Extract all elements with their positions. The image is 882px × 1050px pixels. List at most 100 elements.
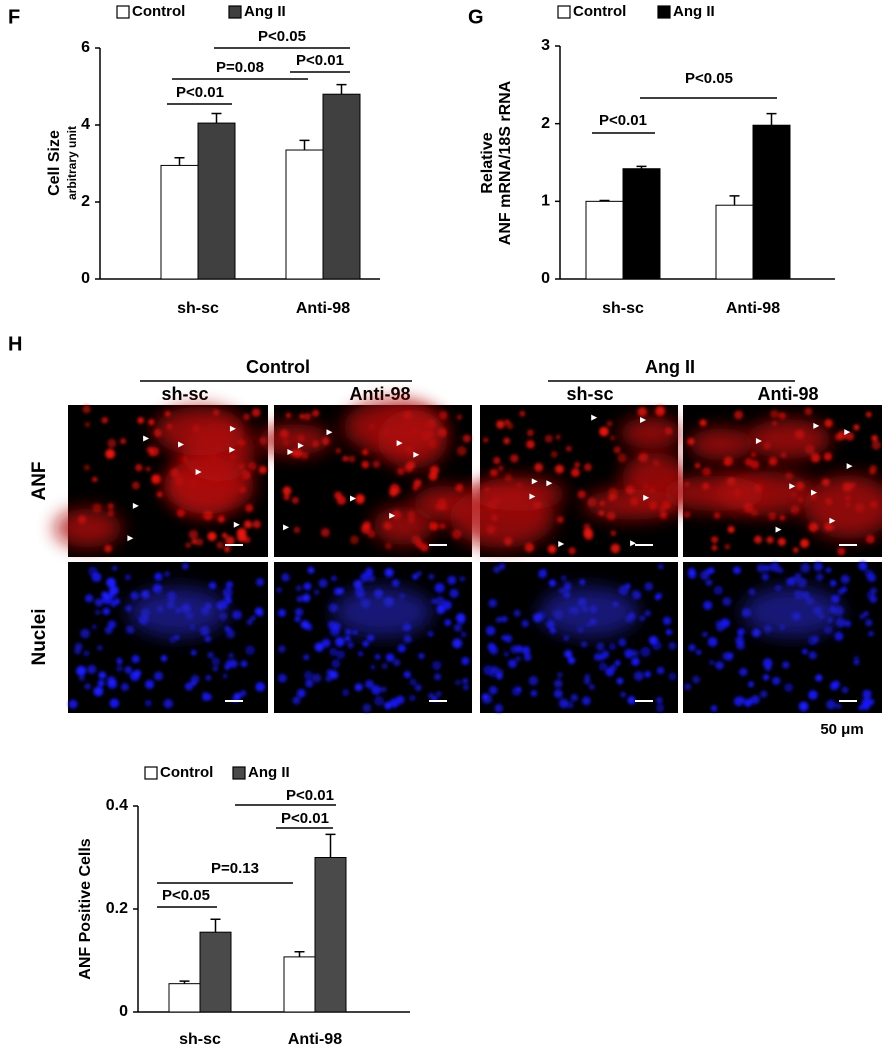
cell <box>456 445 467 456</box>
cell <box>412 573 419 580</box>
cell <box>735 636 744 645</box>
cell <box>588 684 595 690</box>
cell <box>710 705 718 712</box>
cell <box>228 652 234 659</box>
arrowhead <box>233 521 240 528</box>
cell <box>282 486 292 496</box>
cell <box>613 446 621 454</box>
cell <box>631 657 640 666</box>
cell <box>777 567 784 574</box>
cell <box>95 609 101 615</box>
cell <box>577 490 586 499</box>
cell <box>380 686 387 693</box>
cell <box>793 547 799 553</box>
cell <box>763 564 771 572</box>
cell <box>513 609 521 617</box>
cell <box>759 690 768 698</box>
arrowhead <box>813 422 820 429</box>
cell <box>798 701 809 712</box>
cell <box>501 615 508 623</box>
bar <box>283 956 316 1013</box>
arrowhead <box>529 493 536 500</box>
significance-label: P=0.13 <box>211 860 259 877</box>
arrowhead <box>829 517 836 524</box>
cell <box>711 536 719 544</box>
cell <box>353 579 363 589</box>
cell <box>616 677 624 685</box>
cell <box>853 424 860 431</box>
cell <box>385 653 395 662</box>
cell <box>668 642 677 650</box>
cell <box>163 698 174 709</box>
cell <box>656 703 665 713</box>
cell <box>116 658 123 665</box>
micrograph <box>274 562 472 713</box>
cell <box>434 673 442 681</box>
cell <box>225 536 235 546</box>
cell <box>620 691 626 698</box>
cell <box>510 645 519 654</box>
cell <box>522 646 531 655</box>
bar <box>197 122 236 280</box>
panel-label: F <box>8 6 20 28</box>
cell <box>329 647 338 656</box>
y-axis-label: ANF Positive Cells <box>77 838 94 979</box>
cell <box>302 593 311 603</box>
cell <box>348 455 356 463</box>
cell <box>617 453 627 463</box>
stain-cloud <box>373 506 434 545</box>
cell <box>232 610 242 620</box>
cell <box>485 625 496 636</box>
cell <box>85 594 94 603</box>
cell <box>250 615 256 621</box>
y-tick-label: 0 <box>81 270 90 287</box>
arrowhead <box>640 416 647 423</box>
cell <box>865 534 875 544</box>
cell <box>314 589 320 595</box>
cell <box>526 440 535 449</box>
cell <box>125 625 135 634</box>
cell <box>296 688 306 698</box>
error-bar <box>636 165 647 169</box>
cell <box>656 666 665 675</box>
cell <box>665 628 673 636</box>
cell <box>584 673 591 680</box>
cell <box>835 703 842 709</box>
cell <box>321 638 331 648</box>
cell <box>563 635 569 641</box>
y-axis-sublabel: ANF mRNA/18S rRNA <box>497 80 514 245</box>
cell <box>845 431 855 441</box>
cell <box>204 693 212 701</box>
y-axis-label: Cell Size <box>46 130 63 196</box>
cell <box>435 596 445 606</box>
cell <box>784 683 794 692</box>
cell <box>283 494 290 501</box>
cell <box>756 563 766 573</box>
cell <box>605 667 615 677</box>
cell <box>389 698 399 708</box>
y-tick-label: 4 <box>81 116 90 133</box>
cell <box>384 568 394 578</box>
y-axis-label: Relative <box>479 132 496 193</box>
cell <box>580 641 588 648</box>
cell <box>547 544 557 554</box>
legend-label: Control <box>573 3 626 20</box>
cell <box>724 543 731 550</box>
cell <box>625 583 631 589</box>
stain-cloud <box>332 587 433 637</box>
cell <box>825 567 832 573</box>
cell <box>496 420 503 426</box>
cell <box>808 690 818 700</box>
cell <box>871 440 881 450</box>
cell <box>68 699 78 709</box>
cell <box>243 520 252 529</box>
cell <box>335 636 345 647</box>
cell <box>303 670 313 680</box>
column-label: Anti-98 <box>757 384 818 404</box>
cell <box>307 566 315 574</box>
cell <box>633 671 644 681</box>
bar <box>160 164 199 280</box>
cell <box>567 656 576 665</box>
cell <box>278 608 286 617</box>
cell <box>120 683 129 692</box>
